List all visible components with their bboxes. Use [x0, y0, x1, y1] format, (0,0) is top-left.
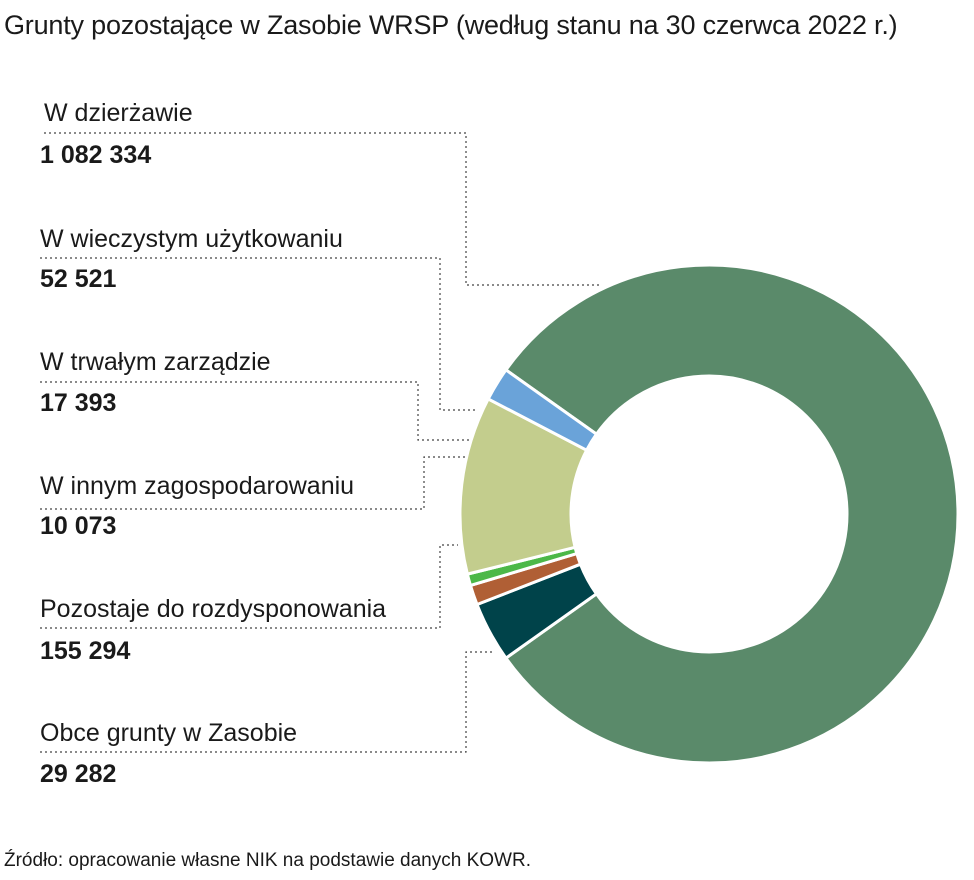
category-value: 155 294 [40, 637, 131, 665]
category-value: 52 521 [40, 265, 117, 293]
leader-lines [40, 132, 600, 753]
category-label: W wieczystym użytkowaniu [40, 225, 343, 253]
category-label: W trwałym zarządzie [40, 348, 271, 376]
category-label: W dzierżawie [44, 99, 193, 127]
source-note: Źródło: opracowanie własne NIK na podsta… [4, 850, 531, 871]
category-value: 10 073 [40, 512, 117, 540]
category-value: 1 082 334 [40, 141, 152, 169]
category-label: Obce grunty w Zasobie [40, 719, 298, 747]
leader-line [40, 651, 495, 753]
category-label: W innym zagospodarowaniu [40, 472, 355, 500]
leader-line [40, 257, 478, 411]
donut-slices [458, 263, 960, 765]
leader-line [40, 456, 468, 510]
category-value: 17 393 [40, 389, 117, 417]
leader-line [40, 381, 472, 441]
chart-title: Grunty pozostające w Zasobie WRSP (wedłu… [4, 10, 898, 40]
category-label: Pozostaje do rozdysponowania [40, 595, 387, 623]
donut-slice [486, 368, 598, 452]
leader-line [44, 132, 600, 286]
leader-line [40, 544, 458, 629]
category-value: 29 282 [40, 760, 117, 788]
donut-slice [504, 263, 960, 765]
